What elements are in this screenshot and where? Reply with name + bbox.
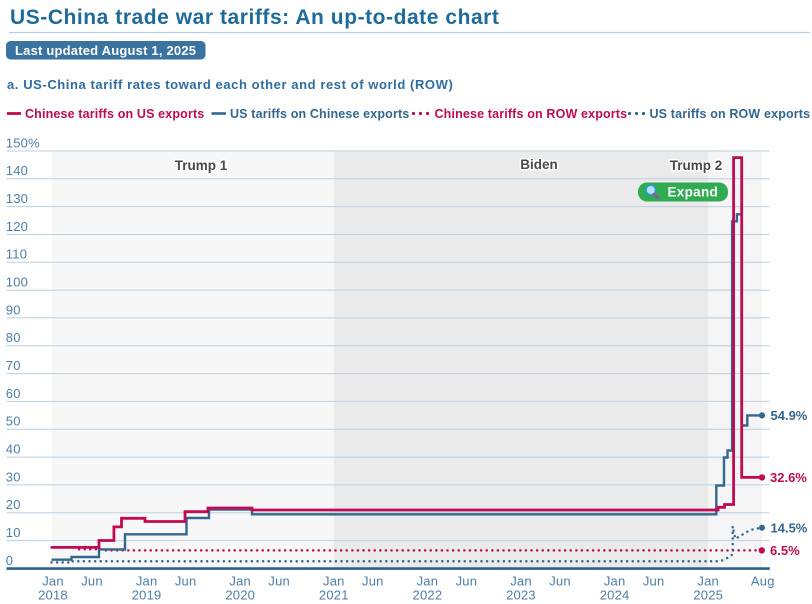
svg-text:Jun: Jun (549, 574, 571, 589)
svg-text:20: 20 (6, 497, 21, 512)
svg-text:Last updated August 1, 2025: Last updated August 1, 2025 (15, 43, 196, 58)
svg-text:Trump 1: Trump 1 (175, 158, 228, 173)
svg-text:2019: 2019 (132, 587, 162, 602)
svg-text:Chinese tariffs on ROW exports: Chinese tariffs on ROW exports (435, 107, 628, 121)
svg-text:140: 140 (6, 163, 28, 178)
svg-text:54.9%: 54.9% (771, 408, 808, 423)
svg-text:US-China trade war tariffs: An: US-China trade war tariffs: An up-to-dat… (10, 6, 499, 29)
svg-text:70: 70 (6, 358, 21, 373)
svg-text:Jun: Jun (643, 574, 665, 589)
svg-text:2021: 2021 (319, 587, 349, 602)
svg-text:2022: 2022 (413, 587, 443, 602)
svg-text:90: 90 (6, 302, 21, 317)
svg-text:Jun: Jun (362, 574, 384, 589)
svg-text:0: 0 (6, 553, 13, 568)
svg-text:Jan: Jan (697, 574, 719, 589)
svg-text:2023: 2023 (506, 587, 536, 602)
svg-text:Expand: Expand (668, 184, 719, 199)
svg-text:Jun: Jun (81, 574, 103, 589)
svg-text:Jan: Jan (604, 574, 626, 589)
svg-text:Jan: Jan (42, 574, 64, 589)
svg-text:Jun: Jun (175, 574, 197, 589)
svg-text:32.6%: 32.6% (770, 470, 807, 485)
svg-text:a. US-China tariff rates towar: a. US-China tariff rates toward each oth… (7, 77, 453, 92)
svg-text:Trump 2: Trump 2 (670, 158, 723, 173)
svg-text:2025: 2025 (693, 587, 723, 602)
svg-text:Jun: Jun (456, 574, 478, 589)
svg-text:Jun: Jun (268, 574, 290, 589)
svg-text:40: 40 (6, 442, 21, 457)
svg-text:Jan: Jan (510, 574, 532, 589)
svg-text:US tariffs on ROW exports: US tariffs on ROW exports (650, 107, 811, 121)
svg-text:100: 100 (6, 275, 28, 290)
svg-text:120: 120 (6, 219, 28, 234)
svg-text:130: 130 (6, 191, 28, 206)
svg-text:80: 80 (6, 330, 21, 345)
svg-text:Jan: Jan (136, 574, 158, 589)
svg-text:US tariffs on Chinese exports: US tariffs on Chinese exports (230, 107, 409, 121)
svg-text:Biden: Biden (520, 157, 558, 172)
svg-text:Jan: Jan (417, 574, 439, 589)
svg-text:110: 110 (6, 247, 27, 262)
svg-text:2020: 2020 (225, 587, 255, 602)
svg-text:10: 10 (6, 525, 21, 540)
svg-text:6.5%: 6.5% (770, 543, 800, 558)
svg-text:2018: 2018 (38, 587, 68, 602)
svg-text:150%: 150% (6, 135, 40, 150)
svg-text:Chinese tariffs on US exports: Chinese tariffs on US exports (25, 107, 204, 121)
svg-text:Jan: Jan (229, 574, 251, 589)
svg-text:60: 60 (6, 386, 21, 401)
svg-text:2024: 2024 (600, 587, 630, 602)
svg-text:Aug: Aug (751, 574, 775, 589)
svg-text:Jan: Jan (323, 574, 345, 589)
svg-text:30: 30 (6, 469, 21, 484)
svg-text:14.5%: 14.5% (771, 520, 808, 535)
svg-text:50: 50 (6, 414, 21, 429)
